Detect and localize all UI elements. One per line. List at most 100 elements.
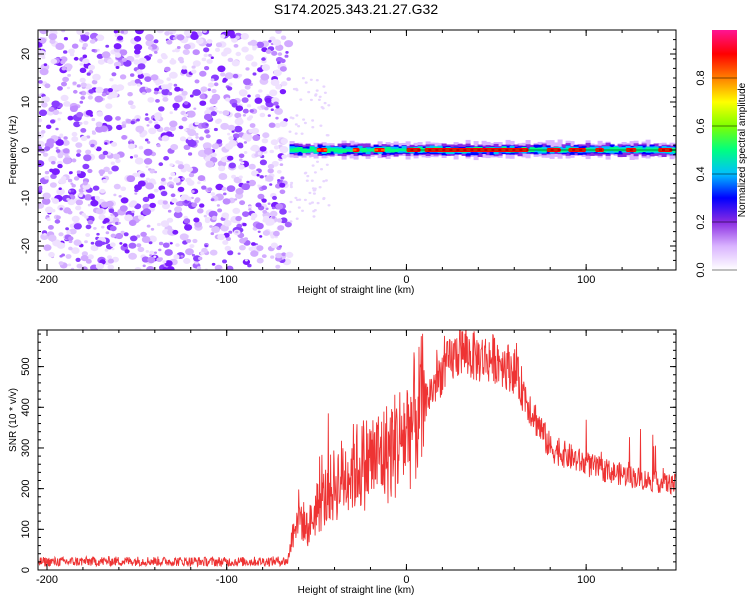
- noise-blob: [309, 98, 313, 102]
- noise-blob: [146, 266, 155, 270]
- noise-blob: [107, 170, 113, 175]
- noise-blob: [129, 139, 133, 142]
- noise-blob: [43, 244, 52, 251]
- noise-blob: [183, 144, 191, 150]
- colorbar-axes: 0.0 0.2 0.4 0.6 0.8: [695, 70, 737, 278]
- noise-blob: [107, 88, 113, 93]
- noise-blob: [223, 47, 232, 55]
- noise-blob: [145, 113, 149, 116]
- noise-blob: [58, 111, 63, 115]
- noise-blob: [105, 103, 113, 109]
- noise-blob: [254, 97, 263, 104]
- noise-blob: [186, 196, 192, 201]
- noise-blob: [173, 177, 181, 183]
- noise-blob: [162, 260, 167, 264]
- noise-blob: [158, 162, 164, 167]
- noise-blob: [63, 136, 68, 140]
- noise-blob: [116, 124, 123, 131]
- noise-blob: [221, 212, 230, 219]
- snr-y-tick-label: 200: [20, 479, 32, 497]
- snr-frame: [37, 329, 677, 571]
- noise-blob: [163, 126, 170, 132]
- noise-blob: [267, 168, 274, 174]
- noise-blob: [311, 201, 314, 204]
- noise-blob: [238, 144, 244, 149]
- noise-blob: [289, 200, 293, 204]
- noise-blob: [220, 157, 225, 162]
- noise-blob: [176, 46, 181, 49]
- noise-blob: [62, 148, 70, 154]
- noise-blob: [182, 49, 190, 55]
- noise-blob: [185, 248, 194, 256]
- noise-blob: [44, 83, 51, 89]
- noise-blob: [184, 224, 193, 231]
- noise-blob: [146, 141, 151, 144]
- noise-blob: [169, 32, 173, 35]
- noise-blob: [228, 162, 236, 169]
- noise-blob: [120, 230, 125, 235]
- noise-blob: [41, 102, 48, 108]
- noise-blob: [73, 223, 82, 230]
- noise-blob: [235, 51, 242, 57]
- noise-blob: [58, 261, 64, 266]
- noise-blob: [80, 96, 86, 100]
- noise-blob: [160, 177, 166, 182]
- noise-blob: [72, 81, 77, 85]
- noise-blob: [127, 81, 133, 86]
- noise-blob: [235, 35, 240, 40]
- noise-blob: [153, 188, 159, 193]
- noise-blob: [94, 95, 104, 103]
- noise-blob: [250, 144, 260, 152]
- noise-blob: [84, 215, 89, 219]
- noise-blob: [218, 110, 223, 114]
- noise-blob: [313, 187, 317, 190]
- noise-blob: [68, 239, 73, 244]
- noise-blob: [196, 266, 202, 270]
- noise-blob: [101, 225, 105, 229]
- snr-panel: -200 -100 0 100 0 100 200 300 400 500 Height of s…: [8, 329, 677, 596]
- noise-blob: [247, 94, 251, 98]
- noise-blob: [249, 109, 254, 113]
- snr-y-tick-label: 400: [20, 398, 32, 416]
- noise-blob: [113, 193, 117, 197]
- noise-blob: [71, 43, 79, 49]
- noise-blob: [232, 73, 239, 79]
- noise-blob: [128, 143, 136, 150]
- noise-blob: [240, 33, 249, 40]
- noise-blob: [38, 160, 45, 167]
- noise-blob: [303, 198, 307, 202]
- signal-band-cell: [401, 148, 407, 152]
- noise-blob: [103, 218, 110, 223]
- noise-blob: [154, 87, 160, 92]
- noise-blob: [134, 44, 143, 51]
- noise-blob: [210, 111, 217, 117]
- noise-blob: [61, 253, 65, 257]
- noise-blob: [136, 83, 141, 87]
- noise-blob: [259, 146, 267, 152]
- noise-blob: [255, 222, 264, 230]
- signal-band-cell: [309, 146, 315, 152]
- noise-blob: [93, 146, 98, 149]
- signal-band-cell: [333, 148, 339, 153]
- noise-blob: [127, 100, 134, 106]
- noise-blob: [273, 101, 279, 106]
- noise-blob: [153, 255, 157, 258]
- noise-blob: [91, 79, 98, 85]
- noise-blob: [120, 186, 127, 192]
- noise-blob: [199, 203, 205, 208]
- noise-blob: [202, 30, 207, 33]
- noise-blob: [259, 159, 267, 166]
- noise-blob: [275, 105, 280, 109]
- noise-blob: [220, 34, 226, 39]
- noise-blob: [38, 94, 41, 98]
- noise-blob: [149, 254, 153, 257]
- noise-blob: [252, 134, 261, 141]
- noise-blob: [91, 130, 96, 133]
- spectrogram-y-tick-label: -20: [20, 238, 32, 254]
- noise-blob: [83, 154, 92, 162]
- noise-blob: [207, 127, 211, 130]
- noise-blob: [273, 69, 282, 77]
- noise-blob: [49, 39, 56, 44]
- noise-blob: [285, 51, 289, 54]
- noise-blob: [148, 53, 153, 57]
